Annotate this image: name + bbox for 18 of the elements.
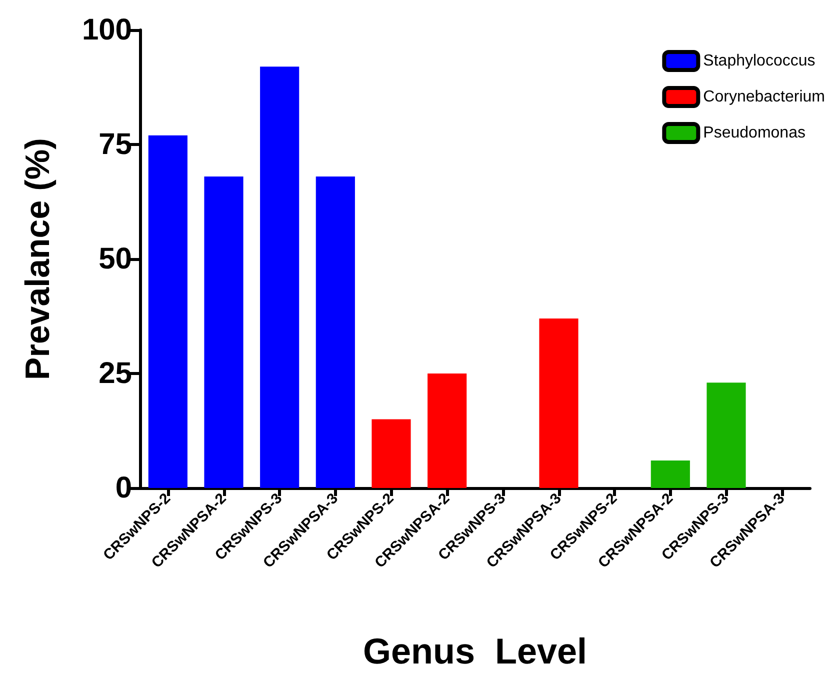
y-tick-label: 75 xyxy=(98,128,132,161)
x-axis-title: Genus Level xyxy=(362,630,588,672)
bar xyxy=(372,419,411,488)
y-tick-label: 25 xyxy=(98,357,132,390)
y-tick-label: 50 xyxy=(98,242,132,276)
bar xyxy=(428,374,467,488)
bar xyxy=(260,66,300,488)
bar xyxy=(148,135,188,488)
bar xyxy=(650,460,690,488)
bar xyxy=(539,318,578,488)
bar xyxy=(706,382,746,488)
legend-label: Staphylococcus xyxy=(703,52,816,70)
legend-label: Corynebacterium xyxy=(703,88,825,106)
y-axis-title: Prevalance (%) xyxy=(19,138,57,380)
bar xyxy=(204,176,244,488)
bar xyxy=(316,176,355,488)
y-tick-label: 100 xyxy=(82,14,132,46)
legend-label: Pseudomonas xyxy=(703,124,806,142)
